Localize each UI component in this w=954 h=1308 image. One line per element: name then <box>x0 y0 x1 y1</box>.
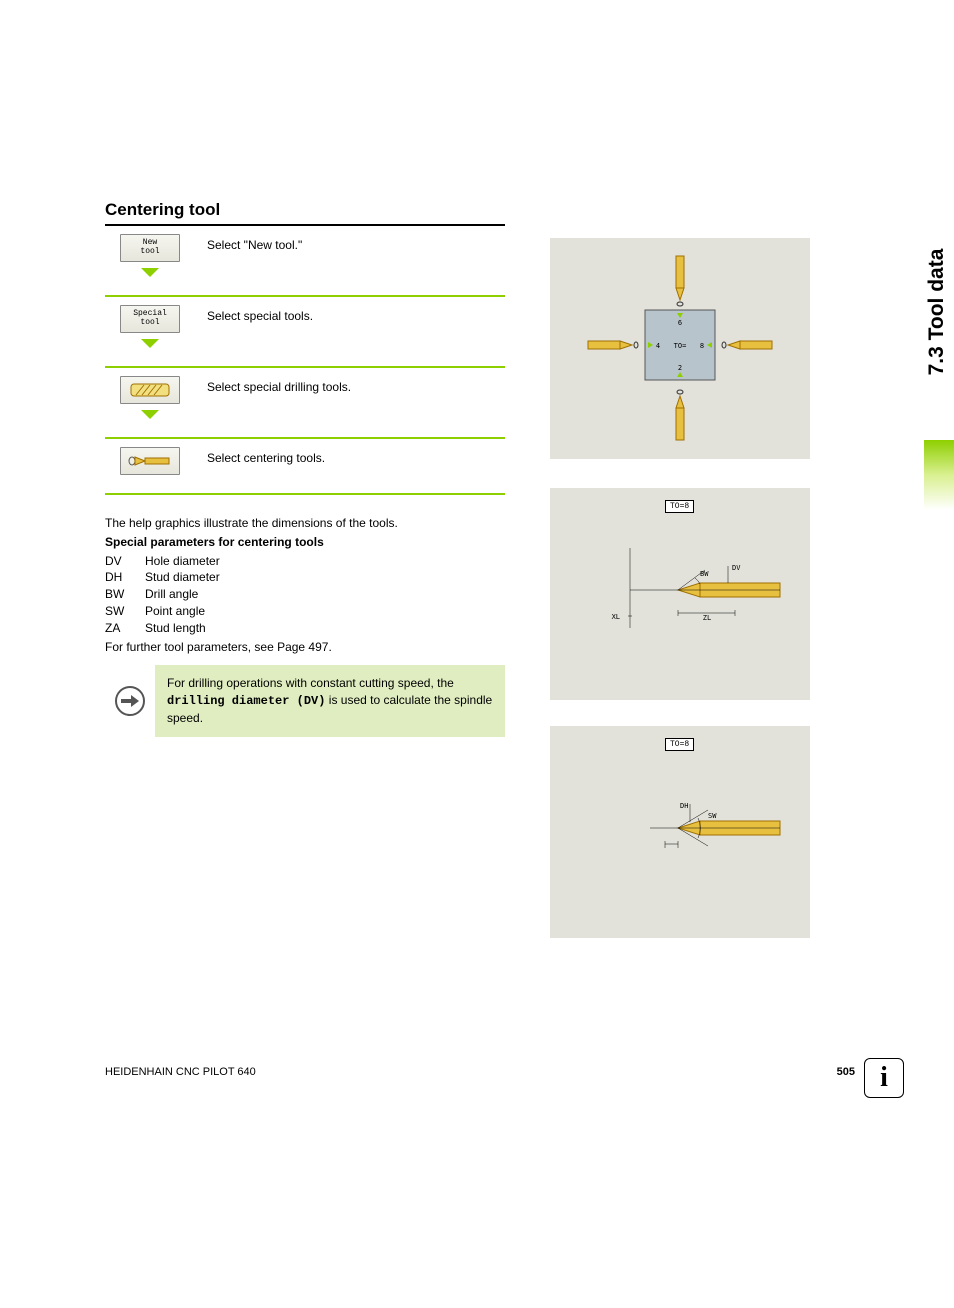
param-desc: Point angle <box>145 603 205 620</box>
softkey-button[interactable] <box>120 447 180 475</box>
step-row: Select centering tools. <box>105 439 505 495</box>
param-code: BW <box>105 586 145 603</box>
softkey-button[interactable] <box>120 376 180 404</box>
page-footer: HEIDENHAIN CNC PILOT 640 505 <box>105 1066 855 1078</box>
softkey-button[interactable]: New tool <box>120 234 180 262</box>
diag1-num-top: 6 <box>678 319 682 327</box>
diag1-num-left: 4 <box>656 342 660 350</box>
step-button-cell <box>105 447 195 475</box>
note-pre: For drilling operations with constant cu… <box>167 676 454 690</box>
info-icon: i <box>864 1058 904 1098</box>
params-title: Special parameters for centering tools <box>105 534 505 551</box>
step-row: New tool Select "New tool." <box>105 226 505 297</box>
param-desc: Drill angle <box>145 586 198 603</box>
section-tab-text: 7.3 Tool data <box>925 227 949 397</box>
down-arrow-icon <box>141 339 159 348</box>
arrow-right-icon <box>115 686 145 716</box>
step-text: Select special tools. <box>195 305 313 323</box>
param-code: DV <box>105 553 145 570</box>
step-button-cell: New tool <box>105 234 195 277</box>
side-gradient <box>924 440 954 510</box>
step-row: Select special drilling tools. <box>105 368 505 439</box>
help-text: The help graphics illustrate the dimensi… <box>105 515 505 532</box>
note-box: For drilling operations with constant cu… <box>105 665 505 736</box>
step-button-cell <box>105 376 195 419</box>
params-table: DVHole diameterDHStud diameterBWDrill an… <box>105 553 505 637</box>
note-icon-cell <box>105 665 155 736</box>
param-row: DVHole diameter <box>105 553 505 570</box>
diag2-bw: BW <box>700 570 709 578</box>
param-desc: Stud length <box>145 620 206 637</box>
param-row: SWPoint angle <box>105 603 505 620</box>
diag2-zl: ZL <box>703 614 711 622</box>
diagram-tool-dimensions-1: TO=8 DV BW XL ZL <box>550 488 810 700</box>
down-arrow-icon <box>141 268 159 277</box>
step-row: Special tool Select special tools. <box>105 297 505 368</box>
softkey-button[interactable]: Special tool <box>120 305 180 333</box>
param-row: ZAStud length <box>105 620 505 637</box>
param-desc: Stud diameter <box>145 569 220 586</box>
step-text: Select centering tools. <box>195 447 325 465</box>
down-arrow-icon <box>141 410 159 419</box>
step-text: Select "New tool." <box>195 234 302 252</box>
diag3-to-label: TO=8 <box>665 738 694 751</box>
diag2-xl: XL <box>612 613 620 621</box>
page-heading: Centering tool <box>105 200 505 226</box>
param-code: DH <box>105 569 145 586</box>
step-text: Select special drilling tools. <box>195 376 351 394</box>
diagram-tool-orientation: 6 4 8 2 TO= <box>550 238 810 459</box>
diag3-sw: SW <box>708 812 717 820</box>
diagram-tool-dimensions-2: TO=8 DH SW <box>550 726 810 938</box>
section-tab: 7.3 Tool data <box>918 200 954 460</box>
further-text: For further tool parameters, see Page 49… <box>105 639 505 656</box>
diag1-num-bottom: 2 <box>678 364 682 372</box>
diag3-dh: DH <box>680 802 688 810</box>
param-code: ZA <box>105 620 145 637</box>
note-mono: drilling diameter (DV) <box>167 694 325 708</box>
param-code: SW <box>105 603 145 620</box>
diag1-to-label: TO= <box>674 342 687 350</box>
param-row: DHStud diameter <box>105 569 505 586</box>
diag1-num-right: 8 <box>700 342 704 350</box>
param-desc: Hole diameter <box>145 553 220 570</box>
diag2-to-label: TO=8 <box>665 500 694 513</box>
note-content: For drilling operations with constant cu… <box>155 665 505 736</box>
step-button-cell: Special tool <box>105 305 195 348</box>
footer-product: HEIDENHAIN CNC PILOT 640 <box>105 1066 256 1078</box>
info-char: i <box>880 1062 888 1094</box>
footer-page-number: 505 <box>837 1066 855 1078</box>
steps-table: New tool Select "New tool." Special tool Se… <box>105 226 505 495</box>
diag2-dv: DV <box>732 564 741 572</box>
param-row: BWDrill angle <box>105 586 505 603</box>
